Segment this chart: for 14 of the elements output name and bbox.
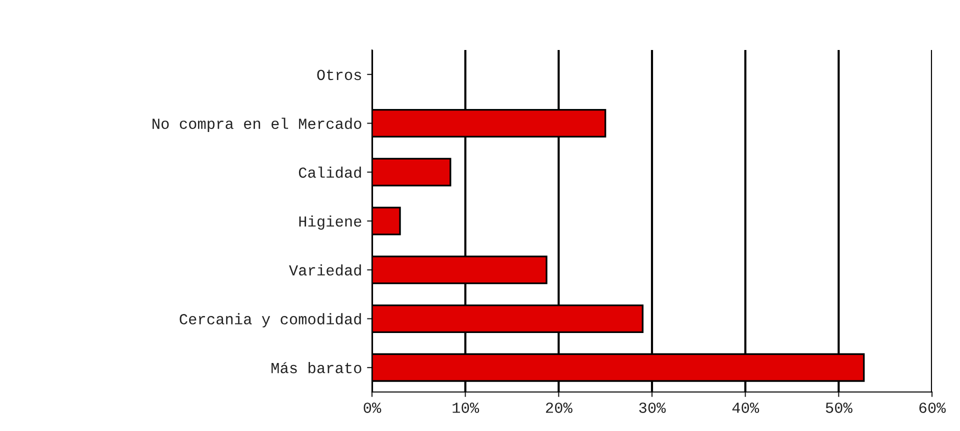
x-tick-label: 10% (452, 402, 480, 413)
x-tick-label: 60% (919, 402, 946, 413)
y-tick-label: No compra en el Mercado (152, 118, 362, 132)
y-tick-label: Otros (317, 70, 362, 80)
x-tick-label: 50% (826, 402, 852, 413)
y-tick-label: Más barato (272, 362, 362, 374)
x-tick-label: 20% (546, 402, 572, 413)
x-tick-label: 0% (364, 402, 382, 413)
x-tick-label: 30% (639, 402, 666, 413)
x-tick-label: 40% (732, 402, 760, 413)
y-tick-label: Variedad (289, 264, 361, 276)
y-tick-label: Calidad (298, 166, 361, 178)
y-tick-label: Higiene (299, 215, 362, 230)
y-tick-label: Cercania y comodidad (180, 313, 361, 328)
